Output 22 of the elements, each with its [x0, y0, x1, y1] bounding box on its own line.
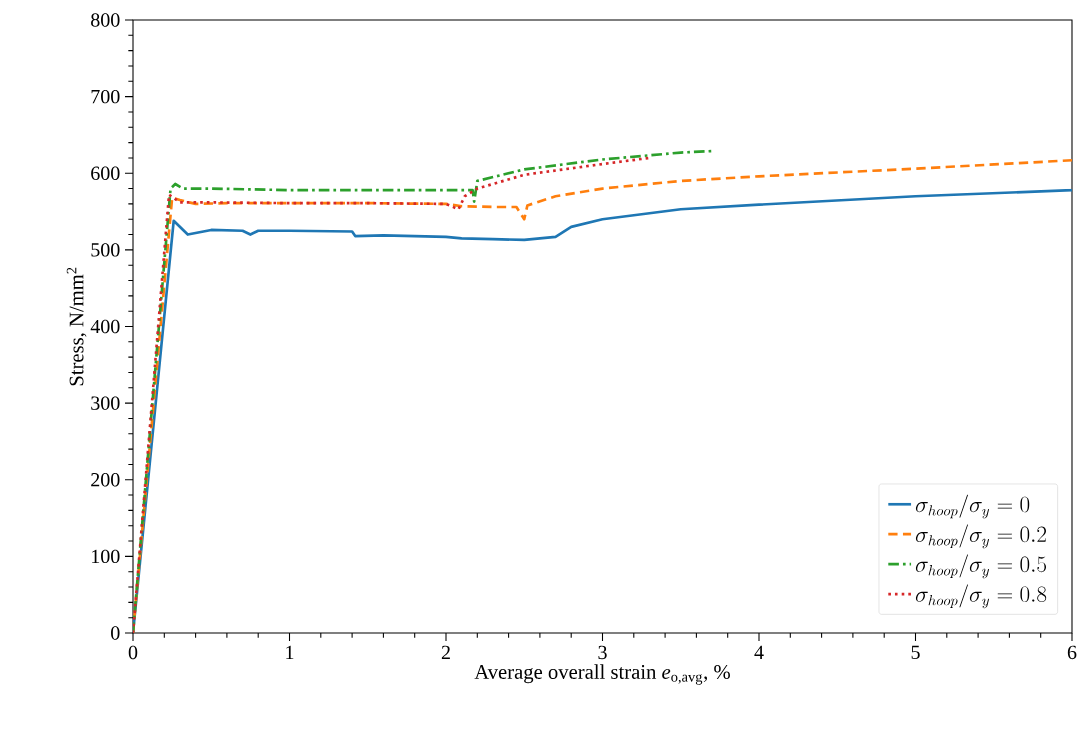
legend-label: $\sigma_{hoop}/\sigma_{y} = 0.8$ [915, 584, 1047, 609]
x-tick-label: 6 [1067, 645, 1077, 660]
y-tick-label: 100 [92, 549, 120, 564]
y-tick-label: 0 [111, 626, 120, 640]
legend-label: $\sigma_{hoop}/\sigma_{y} = 0.5$ [915, 554, 1047, 579]
y-tick-label: 600 [91, 166, 120, 180]
x-tick-label: 5 [911, 645, 920, 659]
x-tick-label: 2 [441, 645, 450, 659]
x-tick-label: 0 [128, 645, 138, 660]
legend-label: $\sigma_{hoop}/\sigma_{y} = 0.2$ [915, 524, 1047, 549]
x-tick-label: 1 [286, 645, 294, 659]
y-axis-title: Stress, N/mm$^{2}$ [66, 267, 87, 386]
y-tick-label: 700 [91, 89, 120, 104]
x-tick-label: 3 [598, 645, 607, 660]
y-tick-label: 300 [91, 396, 120, 410]
y-tick-label: 200 [91, 473, 120, 487]
y-tick-label: 500 [91, 243, 120, 257]
x-tick-label: 4 [754, 645, 764, 659]
y-tick-label: 400 [90, 319, 120, 334]
x-axis-title: Average overall strain e$_{o,avg}$, % [474, 664, 730, 685]
legend-label: $\sigma_{hoop}/\sigma_{y} = 0$ [915, 494, 1030, 519]
y-tick-label: 800 [91, 13, 120, 27]
